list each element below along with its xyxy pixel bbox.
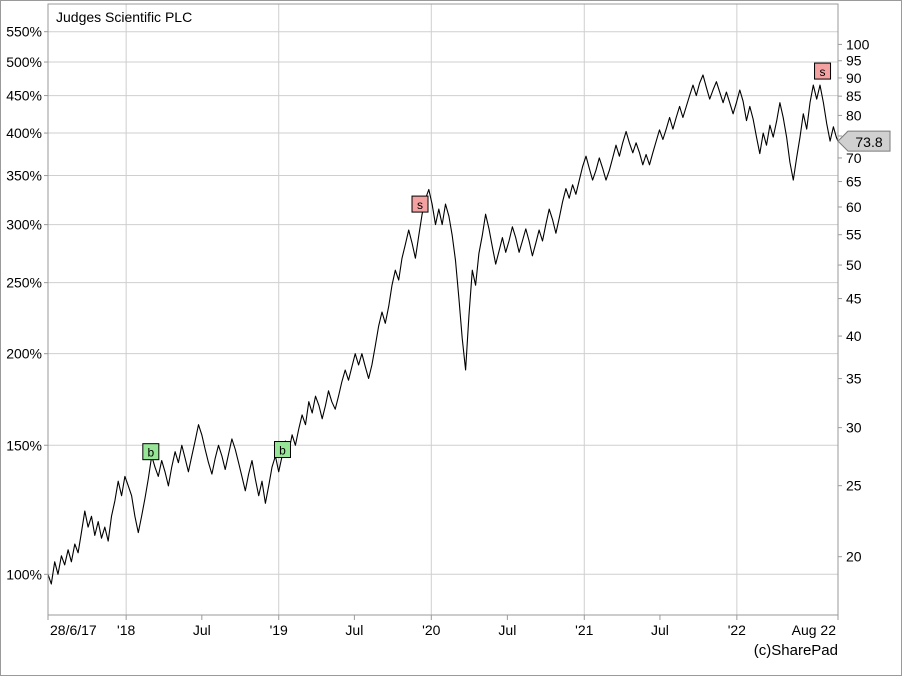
y-right-tick-label: 30 xyxy=(846,420,862,436)
y-left-tick-label: 150% xyxy=(6,437,42,453)
stock-chart: 100% 150% 200% 250% 300% 350% 400% 450% 500% 550%… xyxy=(0,0,902,676)
watermark: (c)SharePad xyxy=(754,642,838,659)
y-right-tick-label: 40 xyxy=(846,328,862,344)
y-right-tick-label: 95 xyxy=(846,53,862,69)
y-right-tick-label: 90 xyxy=(846,70,862,86)
svg-text:b: b xyxy=(279,444,286,458)
x-tick-label: Jul xyxy=(193,622,211,638)
y-left-tick-label: 300% xyxy=(6,217,42,233)
trade-markers: b b s s xyxy=(143,63,831,460)
y-right-tick-label: 85 xyxy=(846,88,862,104)
y-right-tick-label: 45 xyxy=(846,291,862,307)
price-flag-label: 73.8 xyxy=(855,134,882,150)
y-left-axis: 100% 150% 200% 250% 300% 350% 400% 450% 500% 550% xyxy=(6,24,48,583)
x-tick-label: '19 xyxy=(270,622,288,638)
y-left-tick-label: 450% xyxy=(6,88,42,104)
sell-marker: s xyxy=(412,196,428,212)
sell-marker: s xyxy=(815,63,831,79)
svg-text:b: b xyxy=(147,446,154,460)
y-right-tick-label: 25 xyxy=(846,478,862,494)
x-tick-label: Jul xyxy=(651,622,669,638)
y-left-tick-label: 200% xyxy=(6,346,42,362)
price-flag: 73.8 xyxy=(838,131,890,151)
price-line xyxy=(48,75,838,584)
y-left-tick-label: 400% xyxy=(6,125,42,141)
y-left-tick-label: 500% xyxy=(6,54,42,70)
y-right-tick-label: 65 xyxy=(846,174,862,190)
x-tick-label: 28/6/17 xyxy=(50,622,97,638)
y-right-tick-label: 60 xyxy=(846,199,862,215)
x-tick-label: '22 xyxy=(728,622,746,638)
x-tick-label: '20 xyxy=(422,622,440,638)
y-left-tick-label: 350% xyxy=(6,168,42,184)
chart-title: Judges Scientific PLC xyxy=(56,9,192,25)
svg-text:s: s xyxy=(820,65,826,79)
svg-text:s: s xyxy=(417,198,423,212)
x-tick-label: '21 xyxy=(575,622,593,638)
x-tick-label: '18 xyxy=(117,622,135,638)
y-right-tick-label: 20 xyxy=(846,549,862,565)
y-right-tick-label: 70 xyxy=(846,150,862,166)
y-left-tick-label: 550% xyxy=(6,24,42,40)
y-right-tick-label: 35 xyxy=(846,371,862,387)
y-right-axis: 20253035404550556065707580859095100 xyxy=(838,36,870,564)
x-tick-label: Jul xyxy=(498,622,516,638)
x-tick-label: Jul xyxy=(345,622,363,638)
y-left-tick-label: 100% xyxy=(6,566,42,582)
y-left-tick-label: 250% xyxy=(6,275,42,291)
y-right-tick-label: 100 xyxy=(846,36,870,52)
buy-marker: b xyxy=(143,444,159,460)
buy-marker: b xyxy=(274,442,290,458)
y-right-tick-label: 80 xyxy=(846,107,862,123)
y-right-tick-label: 55 xyxy=(846,227,862,243)
y-right-tick-label: 50 xyxy=(846,257,862,273)
x-axis: 28/6/17 '18 Jul '19 Jul '20 Jul '21 Jul '22 Aug 22 xyxy=(48,615,838,638)
x-tick-label: Aug 22 xyxy=(792,622,837,638)
gridlines xyxy=(48,4,838,615)
